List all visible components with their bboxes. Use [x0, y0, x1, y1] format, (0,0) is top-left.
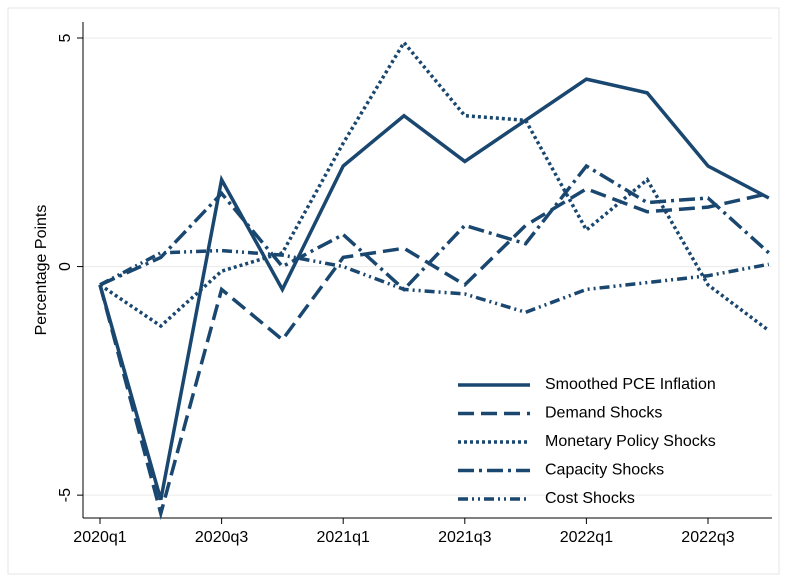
y-tick-label: 0 [57, 262, 74, 271]
x-tick-label: 2022q3 [681, 529, 734, 546]
legend-label: Capacity Shocks [545, 462, 664, 479]
legend-label: Monetary Policy Shocks [545, 433, 716, 450]
legend-label: Smoothed PCE Inflation [545, 376, 716, 393]
y-tick-label: 5 [57, 33, 74, 42]
x-tick-label: 2021q3 [438, 529, 491, 546]
y-tick-label: -5 [57, 488, 74, 502]
x-tick-label: 2020q1 [73, 529, 126, 546]
x-tick-label: 2021q1 [317, 529, 370, 546]
series-line [98, 186, 770, 521]
legend-label: Demand Shocks [545, 405, 662, 422]
x-tick-label: 2020q3 [195, 529, 248, 546]
legend-label: Cost Shocks [545, 490, 635, 507]
series-line [99, 39, 770, 332]
series-line [98, 77, 770, 501]
y-axis-label: Percentage Points [33, 205, 50, 336]
frame [7, 7, 780, 575]
x-tick-label: 2022q1 [560, 529, 613, 546]
series-line [99, 248, 770, 315]
series-line [99, 163, 770, 292]
